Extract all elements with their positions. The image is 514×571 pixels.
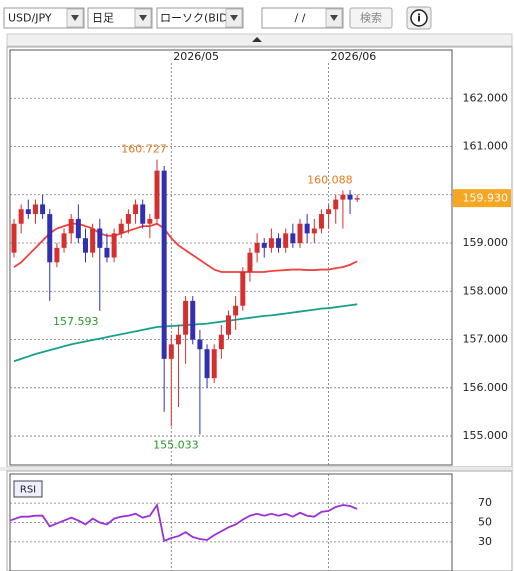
info-text: i [417,12,421,25]
symbol-select[interactable]: USD/JPY [3,7,85,29]
last-price-label: 159.930 [463,192,509,205]
y-tick-label: 158.000 [463,284,509,297]
y-tick-label: 161.000 [463,140,509,153]
rsi-title-box [13,480,43,498]
candle-body [75,218,81,239]
candle-body [104,247,110,258]
candle-body [204,349,210,379]
candle-body [61,233,67,248]
candle-body [311,228,317,234]
y-tick-label: 157.000 [463,333,509,346]
candle-body [90,228,96,253]
candle-body [32,204,38,215]
candle-body [261,243,267,248]
rsi-title: RSI [20,485,36,496]
candle-body [125,214,131,224]
candle-body [333,199,339,210]
candle-body [226,315,231,335]
panel-gap [0,467,514,471]
candle-body [175,334,181,345]
candle-body [25,209,31,215]
candle-body [233,305,239,316]
info-button[interactable]: i [406,6,432,30]
price-annotation: 160.088 [307,174,353,187]
rsi-line [9,502,358,543]
y-tick-label: 159.000 [463,236,509,249]
x-tick-label: 2026/05 [173,50,219,63]
candle-body [318,214,324,229]
main-plot [9,49,453,466]
candle-body [133,204,139,215]
candle-body [247,252,253,272]
main-chart: 162.000161.000160.000159.000158.000157.0… [10,50,511,465]
y-tick-label: 155.000 [463,429,509,442]
candle-body [161,170,167,359]
candle-body [18,209,24,224]
price-annotation: 157.593 [53,315,99,328]
candle-body [276,238,282,248]
date-input[interactable]: / / [261,7,344,29]
candle-body [254,243,260,253]
candle-body [240,271,246,306]
candle-body [40,204,46,215]
last-price-box [453,189,511,208]
y-tick-label: 156.000 [463,381,509,394]
period-text: 日足 [92,12,114,25]
candle-body [183,300,189,335]
candle-body [197,339,203,350]
candle-body [304,223,310,234]
y-tick-label: 162.000 [463,91,509,104]
candle-body [297,223,303,244]
candle-body [54,247,60,263]
x-tick-label: 2026/06 [331,50,377,63]
candle-body [347,194,353,200]
candle-body [97,228,103,248]
candle-body [168,344,174,359]
candle-body [11,223,17,253]
candle-body [83,238,88,253]
candle-body [290,233,296,244]
rsi-chart: 70 50 30 RSI [9,474,492,571]
candle-body [283,233,289,248]
candle-body [190,300,196,340]
y-tick-label: 30 [478,535,492,548]
candle-body [326,209,332,215]
y-tick-label: 50 [478,516,492,529]
symbol-text: USD/JPY [8,12,52,25]
candle-body [154,170,160,219]
candle-body [268,238,274,248]
date-text: / / [295,12,306,25]
candle-body [354,198,360,200]
price-annotation: 160.727 [121,143,167,156]
search-button[interactable]: 検索 [349,7,393,29]
collapse-button[interactable] [252,37,262,42]
candle-body [218,334,224,350]
candle-body [118,223,124,234]
chart-type-text: ローソク(BID) [160,12,232,25]
candle-body [111,233,117,258]
candle-body [211,349,217,379]
price-annotation: 155.033 [153,438,199,451]
candle-body [147,218,153,224]
candle-body [68,218,74,234]
search-text: 検索 [360,11,382,25]
chart-type-select[interactable]: ローソク(BID) [156,7,244,29]
y-tick-label: 70 [478,496,492,509]
candle-body [340,194,346,200]
period-select[interactable]: 日足 [87,7,153,29]
candle-body [47,214,53,263]
candle-body [140,204,146,224]
